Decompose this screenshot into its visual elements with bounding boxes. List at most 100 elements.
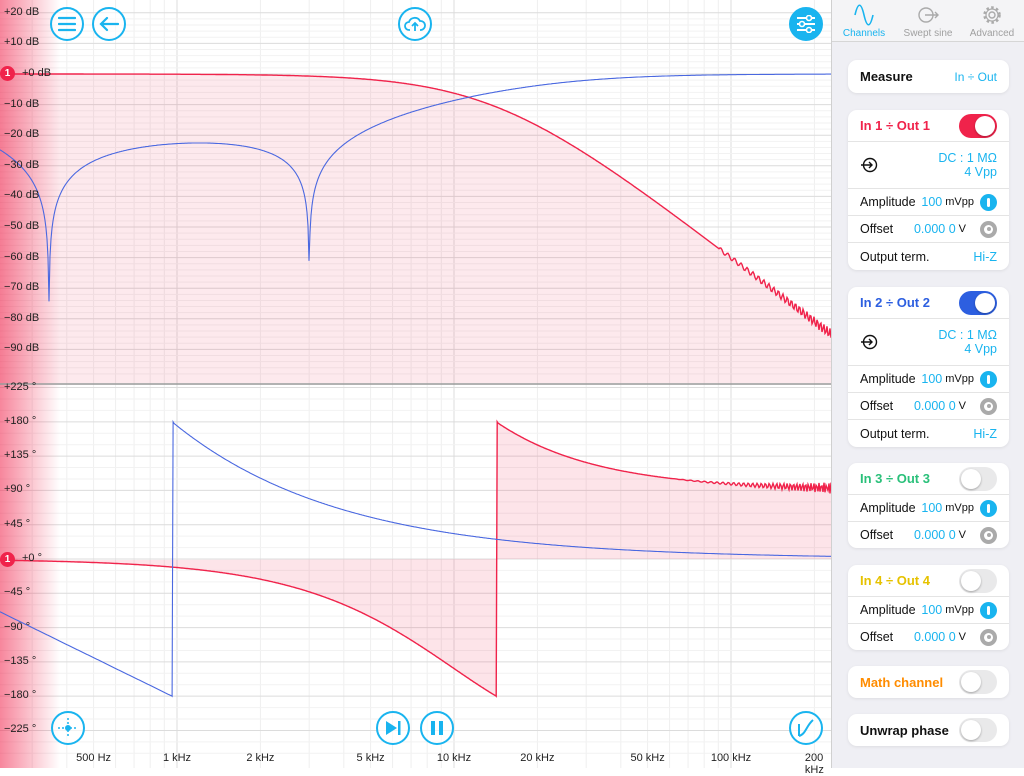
settings-sidebar: Channels Swept sine Advanced Measure In ÷… [831,0,1024,768]
sine-wave-icon [854,4,874,26]
channel-1-card: In 1 ÷ Out 1 DC : 1 MΩ 4 Vpp Amplitude 100… [848,110,1009,270]
magnitude-tick-label: −40 dB [4,189,40,202]
channel-1-phase-marker[interactable]: 1 [0,552,15,567]
autoscale-button[interactable] [789,711,823,745]
phase-tick-label: +135 ° [4,449,37,462]
channel-1-toggle[interactable] [959,113,997,138]
cursor-button[interactable] [51,711,85,745]
amplitude-value[interactable]: 100 [921,602,943,617]
frequency-tick-label: 10 kHz [436,752,472,764]
coupling-value: DC : 1 MΩ [938,151,997,165]
gear-icon [983,6,1001,24]
pause-button[interactable] [420,711,454,745]
amplitude-label: Amplitude [860,501,916,515]
offset-label: Offset [860,528,894,542]
amplitude-unit: mVpp [945,373,974,386]
phase-tick-label: +225 ° [4,380,37,393]
menu-button[interactable] [50,7,84,41]
magnitude-tick-label: +0 dB [22,67,52,79]
magnitude-tick-label: −50 dB [4,220,40,232]
skip-forward-icon [386,721,401,735]
phase-tick-label: −90 ° [4,620,31,633]
measure-value[interactable]: In ÷ Out [954,69,997,84]
output-term-value[interactable]: Hi-Z [973,249,997,264]
offset-knob-icon[interactable] [980,628,997,646]
magnitude-tick-label: +20 dB [4,5,40,18]
input-icon [861,157,878,173]
crosshair-icon [58,718,78,738]
offset-value[interactable]: 0.000 0 [913,527,956,542]
amplitude-label: Amplitude [860,603,916,617]
tab-label: Swept sine [903,28,953,39]
range-value: 4 Vpp [964,342,997,356]
channel-3-card: In 3 ÷ Out 3 Amplitude 100 mVpp Offset 0.00… [848,463,1009,548]
offset-unit: V [958,400,966,413]
channel-1-magnitude-marker[interactable]: 1 [0,66,15,81]
frequency-tick-label: 2 kHz [246,752,275,764]
offset-value[interactable]: 0.000 0 [913,629,956,644]
channel-1-input-settings[interactable]: DC : 1 MΩ 4 Vpp [938,151,997,179]
phase-tick-label: −135 ° [4,654,37,667]
phase-tick-label: −225 ° [4,723,37,736]
bode-plot-area[interactable]: +20 dB +10 dB +0 dB −10 dB −20 dB −30 dB −40 d… [0,0,832,776]
bode-plot [0,0,832,768]
channel-4-title: In 4 ÷ Out 4 [860,573,930,588]
amplitude-knob-icon[interactable] [980,193,997,211]
cloud-upload-button[interactable] [398,7,432,41]
offset-value[interactable]: 0.000 0 [913,221,956,236]
channel-3-title: In 3 ÷ Out 3 [860,471,930,486]
offset-knob-icon[interactable] [980,220,997,238]
amplitude-unit: mVpp [945,604,974,617]
magnitude-tick-label: +10 dB [4,36,40,49]
magnitude-tick-label: −90 dB [4,342,40,355]
phase-tick-label: −45 ° [4,586,31,599]
unwrap-phase-label: Unwrap phase [860,722,949,738]
amplitude-value[interactable]: 100 [921,194,943,209]
channel-2-input-settings[interactable]: DC : 1 MΩ 4 Vpp [938,328,997,356]
channel-4-toggle[interactable] [959,568,997,593]
channel-2-phase-trace [0,419,831,698]
unwrap-phase-toggle[interactable] [959,718,997,742]
phase-tick-label: +180 ° [4,414,37,427]
single-sweep-button[interactable] [376,711,410,745]
measure-label: Measure [860,69,913,84]
math-channel-toggle[interactable] [959,670,997,694]
curve-icon [798,719,814,737]
channel-2-card: In 2 ÷ Out 2 DC : 1 MΩ 4 Vpp Amplitude 100… [848,287,1009,447]
channel-1-phase-trace [0,419,832,698]
offset-label: Offset [860,399,894,413]
channel-4-card: In 4 ÷ Out 4 Amplitude 100 mVpp Offset 0.00… [848,565,1009,650]
amplitude-knob-icon[interactable] [980,601,997,619]
channel-2-toggle[interactable] [959,290,997,315]
amplitude-value[interactable]: 100 [921,500,943,515]
offset-knob-icon[interactable] [980,397,997,415]
back-button[interactable] [92,7,126,41]
arrow-left-icon [99,16,119,32]
measure-card[interactable]: Measure In ÷ Out [848,60,1009,93]
coupling-value: DC : 1 MΩ [938,328,997,342]
tab-advanced[interactable]: Advanced [960,0,1024,41]
magnitude-tick-label: −10 dB [4,97,40,110]
frequency-tick-label: 100 kHz [710,752,752,764]
offset-value[interactable]: 0.000 0 [913,398,956,413]
amplitude-knob-icon[interactable] [980,370,997,388]
offset-unit: V [958,223,966,236]
frequency-tick-label: 200 kHz [804,752,824,776]
offset-knob-icon[interactable] [980,526,997,544]
menu-icon [58,16,76,32]
tab-swept-sine[interactable]: Swept sine [896,0,960,41]
offset-label: Offset [860,222,894,236]
amplitude-knob-icon[interactable] [980,499,997,517]
tab-channels[interactable]: Channels [832,0,896,41]
phase-tick-label: +45 ° [4,517,31,530]
amplitude-value[interactable]: 100 [921,371,943,386]
channel-3-toggle[interactable] [959,466,997,491]
swept-sine-icon [918,7,939,23]
settings-panel-button[interactable] [789,7,823,41]
output-term-label: Output term. [860,426,930,441]
output-term-value[interactable]: Hi-Z [973,426,997,441]
amplitude-label: Amplitude [860,372,916,386]
channel-1-phase-fill [0,559,497,697]
offset-unit: V [958,631,966,644]
range-value: 4 Vpp [964,165,997,179]
